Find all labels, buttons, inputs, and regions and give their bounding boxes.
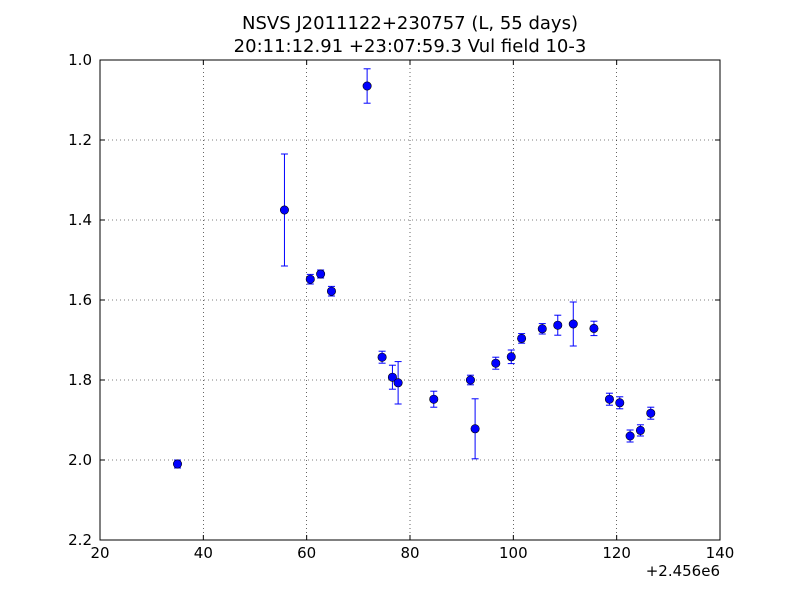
chart-title-line-1: NSVS J2011122+230757 (L, 55 days) bbox=[242, 13, 578, 34]
y-tick-label: 1.8 bbox=[68, 371, 92, 389]
y-tick-label: 1.6 bbox=[68, 291, 92, 309]
x-tick-label: 140 bbox=[706, 544, 735, 562]
y-tick-label: 1.4 bbox=[68, 211, 92, 229]
data-point bbox=[465, 375, 475, 385]
y-tick-label: 2.2 bbox=[68, 531, 92, 549]
data-point bbox=[553, 320, 563, 330]
data-point bbox=[316, 269, 326, 279]
data-point bbox=[491, 358, 501, 368]
data-point bbox=[506, 352, 516, 362]
data-point bbox=[305, 274, 315, 284]
data-point bbox=[635, 425, 645, 435]
data-point bbox=[393, 378, 403, 388]
data-point bbox=[615, 398, 625, 408]
data-point bbox=[387, 372, 397, 382]
x-tick-label: 120 bbox=[602, 544, 631, 562]
y-tick-label: 1.2 bbox=[68, 131, 92, 149]
data-point bbox=[568, 319, 578, 329]
data-point bbox=[517, 333, 527, 343]
data-point bbox=[646, 408, 656, 418]
data-point bbox=[377, 352, 387, 362]
data-point bbox=[362, 81, 372, 91]
data-point bbox=[326, 286, 336, 296]
chart-title-line-2: 20:11:12.91 +23:07:59.3 Vul field 10-3 bbox=[234, 36, 587, 57]
data-point bbox=[589, 323, 599, 333]
data-point bbox=[279, 205, 289, 215]
data-point bbox=[470, 424, 480, 434]
y-tick-label: 2.0 bbox=[68, 451, 92, 469]
x-tick-label: 100 bbox=[499, 544, 528, 562]
x-tick-label: 60 bbox=[297, 544, 316, 562]
data-point bbox=[173, 459, 183, 469]
x-tick-label: 20 bbox=[90, 544, 109, 562]
tick-layer: 20 40 60 80 100 120 140 1.0 1.2 1.4 1.6 1.8 2.0 2.2 bbox=[68, 51, 734, 562]
grid-layer bbox=[100, 60, 720, 540]
x-tick-label: 40 bbox=[194, 544, 213, 562]
data-point bbox=[604, 394, 614, 404]
x-tick-label: 80 bbox=[400, 544, 419, 562]
data-point bbox=[537, 324, 547, 334]
x-offset-label: +2.456e6 bbox=[646, 562, 720, 580]
data-layer bbox=[173, 68, 656, 469]
data-point bbox=[429, 394, 439, 404]
data-point bbox=[625, 431, 635, 441]
y-tick-label: 1.0 bbox=[68, 51, 92, 69]
